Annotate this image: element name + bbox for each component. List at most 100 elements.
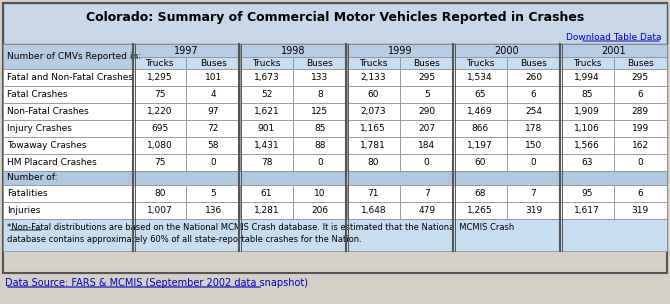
Text: 75: 75 (154, 90, 165, 99)
Text: 1,165: 1,165 (360, 124, 386, 133)
Text: Colorado: Summary of Commercial Motor Vehicles Reported in Crashes: Colorado: Summary of Commercial Motor Ve… (86, 12, 584, 25)
Bar (400, 86, 454, 103)
Bar (454, 185, 507, 202)
Text: 695: 695 (151, 124, 168, 133)
Bar (507, 69, 560, 86)
Text: Trucks: Trucks (359, 58, 387, 67)
Text: 101: 101 (204, 73, 222, 82)
Bar (400, 103, 454, 120)
Bar (186, 69, 240, 86)
Bar (240, 44, 346, 57)
Bar (560, 202, 614, 219)
Bar (240, 103, 293, 120)
Bar (346, 202, 400, 219)
Bar (507, 185, 560, 202)
Text: 6: 6 (531, 90, 537, 99)
Text: 5: 5 (424, 90, 429, 99)
Bar (454, 86, 507, 103)
Bar (614, 185, 667, 202)
Text: 1,080: 1,080 (147, 141, 173, 150)
Text: 319: 319 (525, 206, 542, 215)
Bar (133, 185, 186, 202)
Bar (614, 57, 667, 69)
Text: 254: 254 (525, 107, 542, 116)
Bar (560, 103, 614, 120)
Text: Buses: Buses (520, 58, 547, 67)
Text: HM Placard Crashes: HM Placard Crashes (7, 158, 96, 167)
Bar (400, 202, 454, 219)
Bar (240, 154, 293, 171)
Bar (507, 120, 560, 137)
Text: 295: 295 (632, 73, 649, 82)
Text: 97: 97 (207, 107, 219, 116)
Bar (133, 120, 186, 137)
Text: 150: 150 (525, 141, 542, 150)
Bar (614, 154, 667, 171)
Bar (614, 137, 667, 154)
Bar (400, 137, 454, 154)
Text: 71: 71 (368, 189, 379, 198)
Bar (133, 44, 240, 57)
Text: 75: 75 (154, 158, 165, 167)
Text: 1,617: 1,617 (574, 206, 600, 215)
Text: database contains approximately 60% of all state-reportable crashes for the Nati: database contains approximately 60% of a… (7, 236, 362, 244)
Text: 65: 65 (474, 90, 486, 99)
Text: 85: 85 (314, 124, 326, 133)
Bar (240, 69, 293, 86)
Bar (133, 57, 186, 69)
Bar (133, 202, 186, 219)
Bar (560, 69, 614, 86)
Text: Buses: Buses (627, 58, 654, 67)
Text: 136: 136 (204, 206, 222, 215)
Bar (507, 202, 560, 219)
Text: 2001: 2001 (601, 46, 626, 56)
Bar (186, 154, 240, 171)
Text: 0: 0 (637, 158, 643, 167)
Text: 4: 4 (210, 90, 216, 99)
Bar (240, 185, 293, 202)
Text: Buses: Buses (413, 58, 440, 67)
Text: 199: 199 (632, 124, 649, 133)
Bar (614, 103, 667, 120)
Text: 178: 178 (525, 124, 542, 133)
Bar (186, 120, 240, 137)
Text: 63: 63 (581, 158, 593, 167)
Text: Fatal and Non-Fatal Crashes: Fatal and Non-Fatal Crashes (7, 73, 133, 82)
Bar (3, 202, 133, 219)
Text: 1,781: 1,781 (360, 141, 386, 150)
Bar (454, 57, 507, 69)
Text: Download Table Data: Download Table Data (567, 33, 662, 42)
Bar (614, 69, 667, 86)
Bar (293, 185, 346, 202)
Text: 2,133: 2,133 (360, 73, 386, 82)
Text: 133: 133 (312, 73, 328, 82)
Text: 0: 0 (210, 158, 216, 167)
Text: 901: 901 (258, 124, 275, 133)
Bar (293, 103, 346, 120)
Bar (507, 57, 560, 69)
Bar (133, 137, 186, 154)
Bar (346, 86, 400, 103)
Bar (346, 44, 454, 57)
Text: 2000: 2000 (494, 46, 519, 56)
Text: Injuries: Injuries (7, 206, 40, 215)
Bar (560, 185, 614, 202)
Text: 290: 290 (418, 107, 436, 116)
Bar (3, 3, 667, 273)
Text: Trucks: Trucks (573, 58, 601, 67)
Text: *Non-Fatal distributions are based on the National MCMIS Crash database. It is e: *Non-Fatal distributions are based on th… (7, 223, 515, 233)
Text: 1999: 1999 (388, 46, 412, 56)
Text: 78: 78 (261, 158, 272, 167)
Text: 1,994: 1,994 (574, 73, 600, 82)
Text: 1,197: 1,197 (467, 141, 493, 150)
Text: Trucks: Trucks (466, 58, 494, 67)
Bar (454, 120, 507, 137)
Bar (3, 3, 667, 44)
Bar (400, 154, 454, 171)
Bar (240, 202, 293, 219)
Text: 6: 6 (637, 189, 643, 198)
Text: 1997: 1997 (174, 46, 199, 56)
Bar (293, 202, 346, 219)
Text: 80: 80 (154, 189, 165, 198)
Bar (614, 202, 667, 219)
